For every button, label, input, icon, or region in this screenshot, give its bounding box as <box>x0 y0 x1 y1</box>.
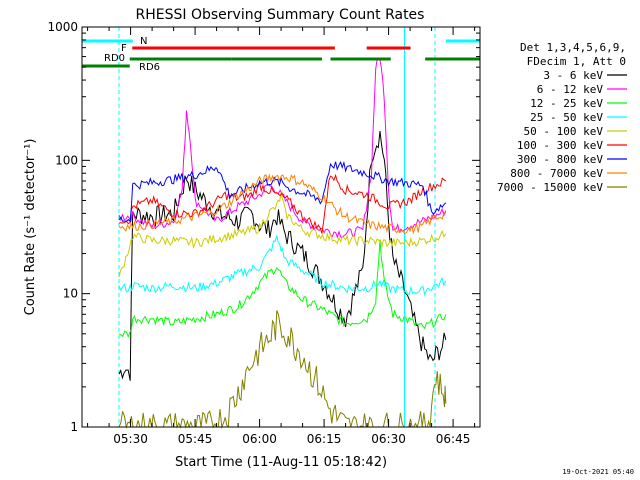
legend-label-4: 50 - 100 keV <box>524 125 604 138</box>
legend-label-7: 800 - 7000 keV <box>510 167 603 180</box>
legend-label-3: 25 - 50 keV <box>530 111 603 124</box>
x-tick-label-0: 05:30 <box>113 432 148 446</box>
series-line-0 <box>118 130 447 381</box>
state-label-rd6: RD6 <box>139 62 160 73</box>
generation-timestamp: 19-Oct-2021 05:40 <box>562 468 634 476</box>
state-label-n: N <box>140 36 147 47</box>
legend-label-8: 7000 - 15000 keV <box>497 181 603 194</box>
x-axis-label: Start Time (11-Aug-11 05:18:42) <box>175 455 387 470</box>
state-label-rd0: RD0 <box>104 53 125 64</box>
y-tick-label-2: 100 <box>55 153 78 167</box>
y-tick-label-1: 10 <box>63 287 78 301</box>
legend-label-2: 12 - 25 keV <box>530 97 603 110</box>
legend-header-line-2: FDecim 1, Att 0 <box>527 55 626 68</box>
series-line-6 <box>118 160 447 223</box>
legend: Det 1,3,4,5,6,9, FDecim 1, Att 0 3 - 6 k… <box>497 41 627 194</box>
x-tick-label-3: 06:15 <box>307 432 342 446</box>
legend-label-5: 100 - 300 keV <box>517 139 603 152</box>
legend-header-line-1: Det 1,3,4,5,6,9, <box>520 41 626 54</box>
x-tick-label-5: 06:45 <box>436 432 471 446</box>
chart-title: RHESSI Observing Summary Count Rates <box>136 7 425 23</box>
legend-label-6: 300 - 800 keV <box>517 153 603 166</box>
x-tick-label-4: 06:30 <box>371 432 406 446</box>
x-tick-label-2: 06:00 <box>242 432 277 446</box>
series-line-2 <box>118 240 447 338</box>
series-line-7 <box>118 173 447 235</box>
legend-label-0: 3 - 6 keV <box>543 69 603 82</box>
axes: 1 10 100 1000 05:30 05:45 06:00 06:15 06:30 06:45 <box>47 20 480 446</box>
x-tick-label-1: 05:45 <box>178 432 213 446</box>
series-line-4 <box>118 191 447 278</box>
y-tick-label-0: 1 <box>70 420 78 434</box>
y-axis-label: Count Rate (s⁻¹ detector⁻¹) <box>23 139 38 316</box>
state-label-f: F <box>121 43 127 54</box>
y-tick-label-3: 1000 <box>47 20 78 34</box>
legend-label-1: 6 - 12 keV <box>537 83 604 96</box>
series-line-3 <box>118 235 447 297</box>
series-line-8 <box>118 310 447 429</box>
